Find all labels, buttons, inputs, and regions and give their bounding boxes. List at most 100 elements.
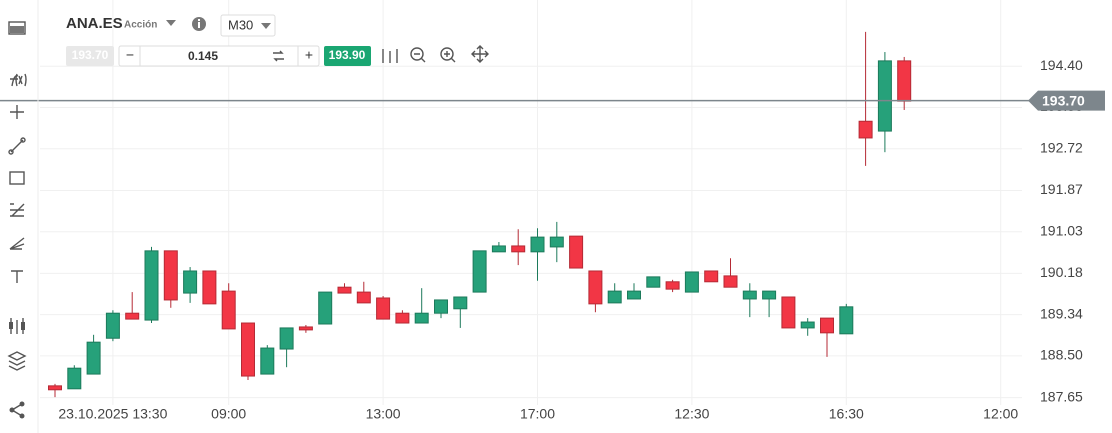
candle-body [376,297,391,320]
y-tick-label: 190.18 [1040,264,1083,280]
fibonacci-icon[interactable] [10,203,25,217]
zoom-in-icon[interactable] [440,47,454,61]
candle-body [163,250,178,301]
candle-body [877,60,892,132]
layout-icon-fill [10,26,24,33]
minus-button[interactable]: − [126,47,134,63]
move-icon[interactable] [471,45,489,63]
chart-type-icon-body [9,322,13,329]
plot-area: 187.65 188.50 189.34 190.18 191.03 191.87 192.… [0,0,1105,422]
candle-body [665,281,680,290]
candle-body [511,245,526,253]
zoom-out-glyph [414,53,426,63]
y-tick-label: 191.87 [1040,181,1083,197]
candle-body [318,291,333,325]
candle-body [125,312,140,320]
candle-body [260,347,275,375]
candle-body [897,60,912,102]
order-bar: 193.70 − 0.145 + 193.90 [66,45,489,67]
candle-body [472,250,487,293]
function-icon[interactable] [10,73,27,87]
candle-body [356,291,371,304]
candle-body [86,341,101,375]
candle-body [434,299,448,314]
x-tick-label: 09:00 [211,406,246,422]
layers-icon[interactable] [7,351,27,371]
candle-body [298,326,313,331]
swap-icon[interactable] [273,50,284,62]
symbol[interactable]: ANA.ES [66,15,123,32]
candle-body [202,270,217,305]
rectangle-icon[interactable] [9,171,25,185]
candle-body [241,322,255,377]
candle-body [684,271,699,293]
x-tick-label: 12:30 [674,406,709,422]
x-tick-label: 23.10.2025 13:30 [58,406,167,422]
y-tick-label: 187.65 [1040,388,1083,404]
candle-body [337,286,352,294]
timeframe-selector[interactable] [220,14,276,37]
candle-body [414,312,429,324]
text-icon[interactable] [11,270,23,283]
candle-body [627,290,641,300]
left-toolbar [7,0,39,433]
crosshair-icon[interactable] [10,105,24,119]
buy-price: 193.90 [329,48,366,62]
candle-body [800,321,815,329]
candle-body [742,290,757,300]
y-tick-label: 189.34 [1040,305,1083,321]
symbol-dropdown[interactable] [166,20,176,26]
candle-body [820,317,834,334]
plus-button[interactable]: + [305,47,313,63]
quantity-box [118,45,320,67]
candle-body [704,270,719,283]
trendline-handle [8,149,14,155]
timeframe-dropdown [261,23,271,29]
candle-body [549,236,564,248]
candle-body [48,385,62,391]
x-tick-label: 16:30 [829,406,864,422]
last-price-tag [1028,90,1105,111]
layout-icon[interactable] [8,21,26,35]
pitchfork-icon[interactable] [9,237,25,250]
candle-body [588,270,603,305]
candle-body [839,306,854,335]
zoom-in-glyph [444,51,456,63]
trendline-icon[interactable] [10,139,24,153]
candle-body [723,275,738,288]
candle-body [607,290,622,304]
chart-type-icon-body [21,322,25,330]
x-tick-label: 17:00 [520,406,555,422]
quantity[interactable]: 0.145 [188,49,218,63]
candle-body [646,276,661,288]
candle-body [221,290,236,330]
candle-body [453,296,468,310]
x-tick-label: 13:00 [366,406,401,422]
candle-body [762,290,777,300]
y-tick-label: 192.72 [1040,139,1083,155]
share-node [9,407,15,413]
candle-body [491,245,506,253]
buy-button[interactable] [324,46,371,66]
candle-body [569,235,584,269]
info-icon-glyph [198,22,200,28]
header: ANA.ES Acción M30 [66,14,276,37]
candle-body [183,270,198,294]
zoom-out-icon[interactable] [410,47,424,61]
last-price-label: 193.70 [1042,92,1085,108]
candle-body [279,327,294,350]
sell-button[interactable] [66,46,114,66]
info-icon-glyph [198,19,200,21]
candle-body [67,367,82,390]
timeframe: M30 [228,17,253,32]
y-tick-label: 188.50 [1040,347,1083,363]
candles-icon[interactable] [382,49,398,63]
candle-body [781,296,796,329]
share-node [19,401,25,407]
candle-body [105,312,120,339]
candle-body [395,312,410,324]
candle-body [858,120,873,139]
